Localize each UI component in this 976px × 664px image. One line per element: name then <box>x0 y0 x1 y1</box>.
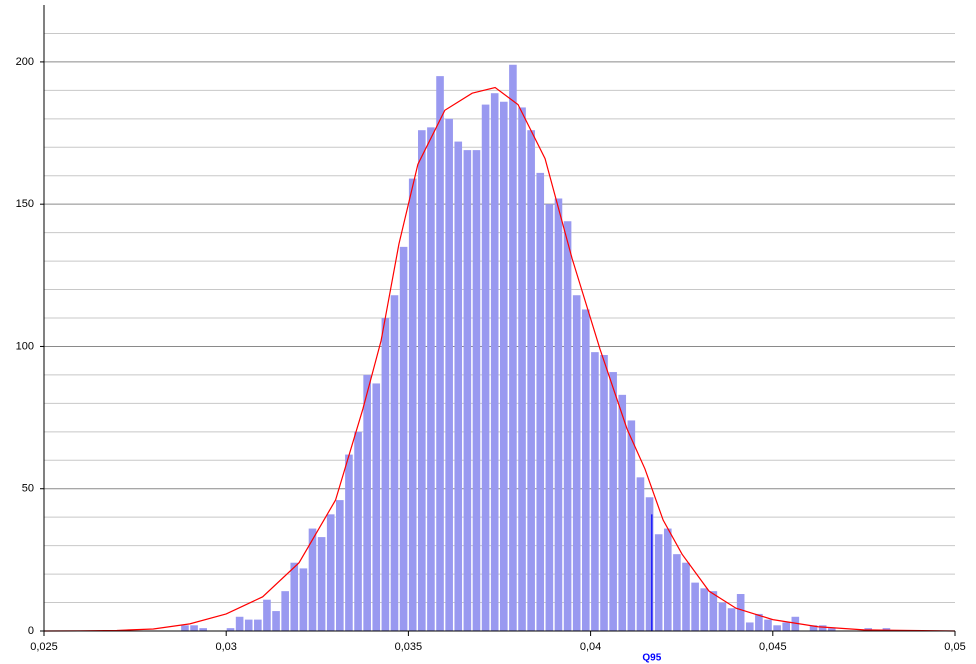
x-tick-label: 0,045 <box>759 641 787 653</box>
bar <box>509 64 517 632</box>
bar <box>263 599 271 631</box>
bar <box>673 554 681 631</box>
bar <box>381 318 390 631</box>
bar <box>418 130 426 631</box>
bar <box>445 118 453 632</box>
bar <box>727 608 736 631</box>
x-tick-label: 0,025 <box>30 641 58 653</box>
bar <box>563 221 572 631</box>
x-tick-label: 0,04 <box>580 641 601 653</box>
bar <box>272 611 280 631</box>
bar <box>408 178 417 631</box>
bar <box>600 354 608 631</box>
bar <box>354 431 362 631</box>
bar <box>654 534 663 631</box>
bar <box>591 352 599 631</box>
bar <box>636 477 645 631</box>
bar <box>554 198 563 631</box>
bar <box>700 588 709 631</box>
bar <box>627 420 636 631</box>
bar <box>436 76 444 632</box>
bar <box>490 93 499 631</box>
bar <box>345 454 353 631</box>
bar <box>281 591 289 631</box>
bar <box>691 582 699 631</box>
bar <box>472 150 481 632</box>
bar <box>718 602 727 631</box>
bar <box>782 622 791 631</box>
bar <box>244 619 253 631</box>
y-tick-label: 200 <box>16 56 34 68</box>
bar <box>481 104 490 631</box>
bar <box>299 568 308 631</box>
bar <box>199 628 207 631</box>
annotation-label: Q95 <box>642 653 661 664</box>
x-tick-label: 0,05 <box>944 641 965 653</box>
bar <box>390 295 399 631</box>
bar <box>536 172 545 631</box>
bar <box>181 625 189 631</box>
bar <box>827 628 836 631</box>
bar <box>500 101 508 631</box>
bar <box>618 394 627 631</box>
bar <box>773 625 781 631</box>
bar <box>663 528 672 631</box>
bar <box>190 625 198 631</box>
bar <box>609 372 617 631</box>
bar <box>235 616 244 631</box>
y-tick-label: 50 <box>22 483 34 495</box>
bar <box>372 383 381 631</box>
fit-curve <box>43 86 956 632</box>
bar <box>226 628 235 631</box>
bar <box>818 625 827 631</box>
y-tick-label: 0 <box>28 625 34 637</box>
bar <box>463 150 472 632</box>
bar <box>399 246 408 631</box>
bar <box>709 591 718 631</box>
bar <box>427 127 435 631</box>
bar <box>527 130 535 631</box>
bar <box>736 594 745 631</box>
y-tick-label: 100 <box>16 340 34 352</box>
bar <box>518 107 526 632</box>
bar <box>745 622 754 631</box>
x-tick-label: 0,035 <box>395 641 423 653</box>
bar <box>308 528 317 631</box>
bar <box>791 616 800 631</box>
bar <box>809 625 818 631</box>
y-tick-label: 150 <box>16 198 34 210</box>
bar <box>363 374 371 631</box>
bar <box>572 295 581 631</box>
x-tick-label: 0,03 <box>215 641 236 653</box>
bar <box>290 562 299 631</box>
bar <box>336 500 344 631</box>
bar <box>645 497 654 631</box>
bar <box>454 141 463 631</box>
bar <box>764 619 772 631</box>
bar <box>326 514 335 631</box>
bar <box>581 309 590 631</box>
bar <box>254 619 262 631</box>
bar <box>755 613 763 631</box>
bar <box>545 204 554 631</box>
bar <box>317 537 326 631</box>
bar <box>682 562 690 631</box>
